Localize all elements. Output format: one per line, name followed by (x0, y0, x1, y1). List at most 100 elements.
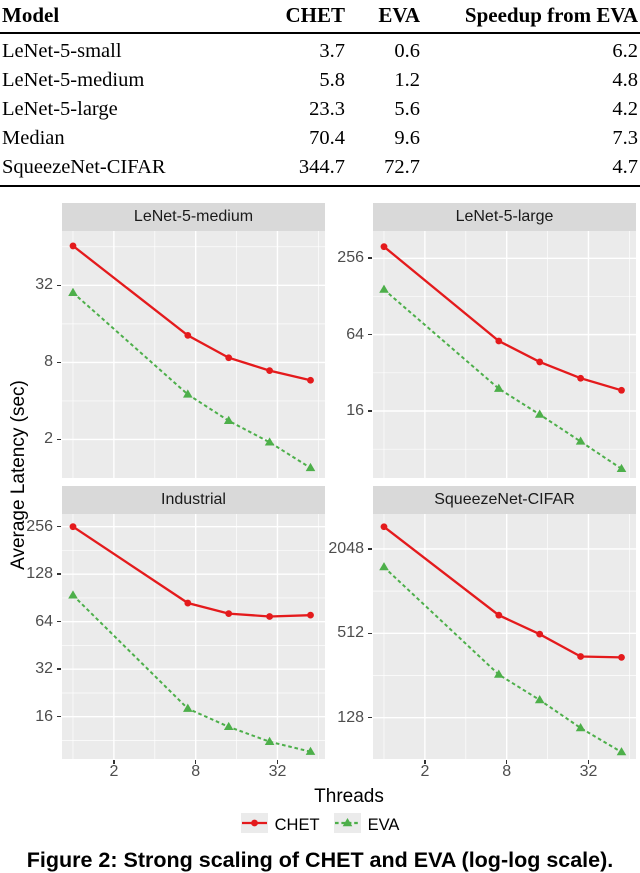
chet-point-marker (495, 611, 503, 619)
facet-panel-SqueezeNet-CIFAR (373, 514, 636, 759)
y-tick-label: 64 (346, 325, 364, 343)
y-tick-mark (367, 257, 372, 260)
panel-background (373, 231, 636, 478)
facet-panel-Industrial (62, 514, 325, 759)
chet-point-marker (225, 354, 233, 362)
x-tick-mark (424, 759, 426, 764)
legend-item-chet: CHET (240, 813, 320, 838)
chet-point-marker (380, 243, 388, 251)
y-tick-label: 2048 (328, 539, 364, 557)
y-tick-label: 256 (26, 517, 53, 535)
x-tick-mark (505, 759, 508, 764)
table-cell: 0.6 (394, 40, 420, 63)
y-tick-mark (56, 715, 61, 718)
x-tick-mark (587, 759, 590, 764)
table-header-eva: EVA (378, 3, 420, 27)
eva-line-key-icon (333, 813, 361, 838)
table-cell: 4.2 (612, 98, 638, 121)
chet-point-marker (380, 523, 388, 531)
eva-point-marker (264, 736, 275, 745)
facet-strip-LeNet-5-large: LeNet-5-large (373, 203, 636, 231)
legend-key-circle-marker (250, 819, 258, 827)
table-header-model: Model (2, 3, 60, 27)
y-tick-mark (367, 632, 372, 635)
panel-background (62, 514, 325, 759)
table-cell: 5.8 (319, 69, 345, 92)
chart-legend: CHET EVA (0, 813, 640, 838)
table-header-speedup: Speedup from EVA (464, 3, 638, 27)
facet-panel-LeNet-5-medium (62, 231, 325, 478)
eva-point-marker (305, 462, 316, 472)
x-tick-label: 32 (579, 763, 598, 780)
chet-point-marker (266, 613, 274, 620)
chet-point-marker (69, 242, 77, 250)
table-row: LeNet-5-small 3.7 0.6 6.2 (0, 38, 640, 67)
chet-point-marker (618, 653, 625, 661)
eva-point-marker (68, 590, 78, 599)
x-tick-label: 8 (191, 763, 201, 780)
legend-label-chet: CHET (274, 816, 320, 834)
chet-point-marker (225, 610, 233, 618)
x-tick-label: 8 (502, 763, 512, 780)
eva-point-marker (494, 383, 504, 392)
x-tick-label: 2 (420, 763, 430, 780)
table-row: LeNet-5-large 23.3 5.6 4.2 (0, 95, 640, 124)
y-tick-mark (56, 668, 61, 670)
eva-point-marker (305, 746, 316, 755)
eva-point-marker (183, 703, 193, 712)
eva-point-marker (379, 562, 389, 571)
y-tick-label: 128 (337, 708, 364, 726)
chet-point-marker (307, 611, 314, 619)
y-tick-mark (56, 525, 61, 528)
eva-point-marker (534, 695, 545, 704)
eva-point-marker (616, 747, 627, 756)
facet-panel-LeNet-5-large (373, 231, 636, 478)
facet-strip-SqueezeNet-CIFAR: SqueezeNet-CIFAR (373, 486, 636, 514)
y-tick-label: 32 (35, 660, 53, 678)
table-cell: LeNet-5-medium (2, 69, 145, 92)
y-tick-label: 2 (44, 430, 53, 448)
table-cell: 9.6 (394, 126, 420, 149)
x-axis-title: Threads (314, 786, 384, 807)
legend-label-eva: EVA (367, 816, 400, 834)
y-tick-mark (367, 716, 372, 719)
table-header-chet: CHET (285, 3, 345, 27)
y-tick-mark (367, 410, 372, 412)
table-mid-rule (0, 32, 640, 34)
table-cell: 23.3 (309, 98, 345, 121)
eva-line (72, 291, 312, 469)
table-cell: 72.7 (384, 155, 420, 178)
chet-legend-key (240, 813, 268, 833)
chet-point-marker (184, 331, 192, 339)
table-cell: 4.8 (612, 69, 638, 92)
eva-point-marker (575, 723, 586, 732)
chet-point-marker (536, 630, 544, 638)
chet-point-marker (266, 367, 274, 375)
chet-point-marker (536, 358, 544, 366)
table-cell: 3.7 (319, 40, 345, 63)
y-tick-label: 16 (346, 401, 364, 419)
chet-point-marker (184, 599, 192, 607)
eva-point-marker (264, 437, 275, 446)
y-tick-label: 64 (35, 612, 53, 630)
table-cell: 7.3 (612, 126, 638, 149)
y-tick-mark (56, 573, 61, 575)
table-row: LeNet-5-medium 5.8 1.2 4.8 (0, 66, 640, 95)
y-tick-label: 8 (44, 353, 53, 371)
table-cell: LeNet-5-small (2, 40, 122, 63)
x-tick-mark (276, 759, 279, 764)
y-tick-mark (56, 438, 61, 441)
eva-point-marker (575, 436, 586, 445)
eva-point-marker (534, 409, 545, 418)
x-tick-mark (113, 759, 115, 764)
eva-legend-key (333, 813, 361, 833)
eva-point-marker (223, 721, 234, 731)
y-tick-mark (367, 548, 372, 550)
figure-caption: Figure 2: Strong scaling of CHET and EVA… (26, 848, 614, 872)
table-cell: 4.7 (612, 155, 638, 178)
y-tick-label: 512 (337, 624, 364, 642)
y-tick-label: 128 (26, 565, 53, 583)
y-tick-label: 16 (35, 707, 53, 725)
results-table: Model CHET EVA Speedup from EVA LeNet-5-… (0, 0, 640, 187)
y-tick-mark (56, 361, 61, 364)
